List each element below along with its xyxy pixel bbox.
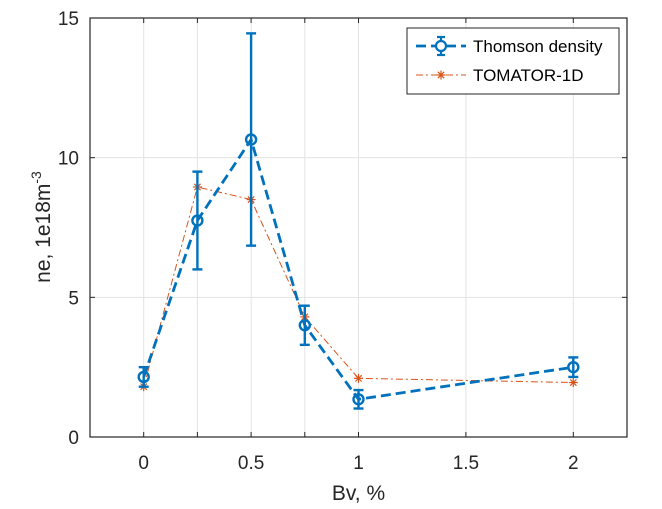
x-tick-label: 0 bbox=[138, 453, 149, 474]
ticks bbox=[90, 17, 627, 438]
legend-items: Thomson density TOMATOR-1D bbox=[416, 35, 603, 85]
x-tick-label: 0.5 bbox=[238, 453, 264, 474]
legend-item-tomator: TOMATOR-1D bbox=[416, 66, 584, 85]
y-tick-labels: 0 5 10 15 bbox=[58, 9, 79, 449]
legend-item-thomson: Thomson density bbox=[416, 35, 603, 57]
legend-label-tomator: TOMATOR-1D bbox=[473, 66, 584, 85]
legend-box bbox=[406, 27, 620, 95]
legend-marker-thomson bbox=[434, 39, 448, 53]
x-tick-label: 2 bbox=[568, 453, 579, 474]
x-tick-label: 1 bbox=[353, 453, 364, 474]
thomson-point bbox=[137, 370, 150, 384]
thomson-point bbox=[298, 319, 311, 332]
x-tick-label: 1.5 bbox=[453, 453, 479, 474]
y-axis-label-main: ne, 1e18m bbox=[32, 184, 55, 283]
x-tick-labels: 0 0.5 1 1.5 2 bbox=[138, 453, 578, 474]
tomator-point bbox=[568, 378, 578, 388]
thomson-point bbox=[244, 133, 258, 146]
legend-marker-tomator bbox=[436, 70, 446, 80]
y-axis-label-superscript: -3 bbox=[28, 171, 44, 184]
y-tick-label: 5 bbox=[68, 288, 79, 309]
tomator-point bbox=[354, 373, 363, 383]
y-tick-label: 15 bbox=[58, 9, 79, 30]
y-axis-label: ne, 1e18m-3 bbox=[28, 171, 55, 283]
y-tick-label: 10 bbox=[58, 149, 79, 170]
series-thomson-density bbox=[137, 32, 580, 410]
series-layer bbox=[137, 32, 580, 410]
thomson-point bbox=[567, 360, 580, 374]
star-stroke bbox=[437, 71, 445, 79]
x-axis-label: Bv, % bbox=[332, 482, 385, 505]
legend-label-thomson: Thomson density bbox=[473, 37, 603, 56]
y-tick-label: 0 bbox=[68, 428, 79, 449]
thomson-point bbox=[191, 214, 204, 227]
legend: Thomson density TOMATOR-1D bbox=[406, 27, 620, 95]
thomson-point bbox=[352, 393, 365, 406]
tomator-line bbox=[143, 186, 574, 387]
star-stroke bbox=[354, 374, 363, 382]
star-stroke bbox=[569, 378, 577, 387]
thomson-line bbox=[142, 136, 574, 401]
